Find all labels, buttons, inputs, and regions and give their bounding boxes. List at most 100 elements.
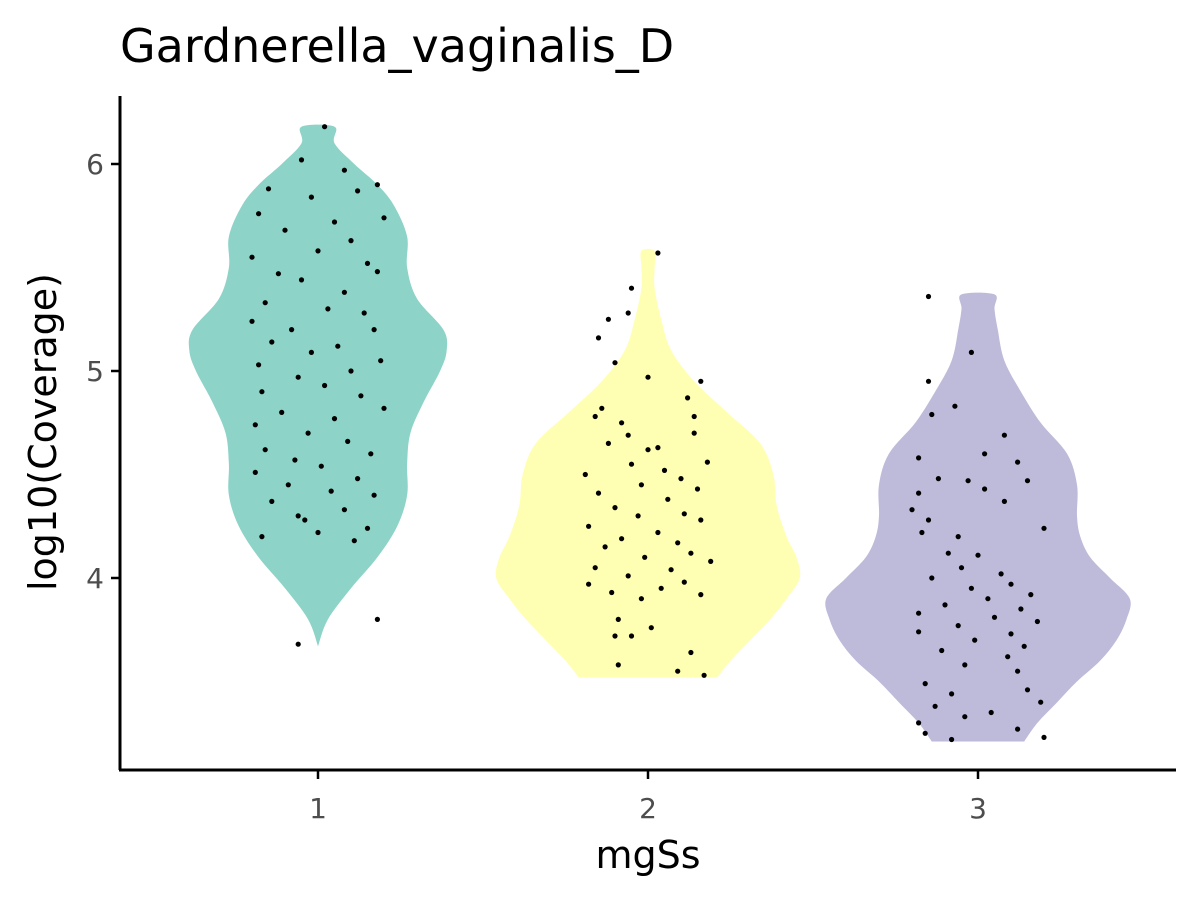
data-point: [922, 730, 928, 736]
data-point: [612, 505, 618, 511]
data-point: [595, 335, 602, 341]
data-point: [638, 482, 645, 488]
data-point: [675, 668, 681, 674]
data-point: [612, 360, 618, 366]
data-point: [985, 596, 991, 602]
data-point: [1038, 699, 1044, 705]
data-point: [638, 596, 645, 602]
data-point: [635, 513, 641, 519]
data-point: [252, 422, 258, 428]
x-axis-title: mgSs: [595, 833, 700, 877]
data-point: [605, 440, 612, 446]
data-point: [315, 529, 321, 536]
data-point: [916, 610, 922, 616]
data-point: [295, 374, 301, 380]
data-point: [968, 349, 975, 355]
data-point: [348, 238, 354, 244]
data-point: [289, 327, 295, 333]
data-point: [925, 293, 932, 300]
data-point: [305, 430, 311, 436]
data-point: [704, 459, 711, 465]
data-point: [625, 432, 631, 438]
data-point: [358, 393, 364, 399]
data-point: [302, 517, 308, 523]
data-point: [381, 215, 387, 221]
data-point: [1041, 525, 1047, 531]
y-tick-label: 5: [86, 355, 104, 388]
data-point: [262, 447, 268, 453]
data-point: [295, 641, 301, 647]
data-point: [265, 186, 272, 192]
data-point: [1015, 459, 1021, 465]
x-tick-label: 1: [309, 792, 327, 825]
data-point: [364, 260, 371, 266]
data-point: [381, 405, 387, 411]
data-point: [615, 616, 621, 623]
y-tick-label: 6: [86, 148, 104, 181]
data-point: [691, 413, 697, 420]
data-point: [675, 540, 681, 546]
data-point: [988, 709, 994, 716]
data-point: [612, 633, 618, 639]
data-point: [256, 362, 262, 368]
data-point: [335, 343, 341, 349]
data-point: [982, 486, 988, 492]
data-point: [628, 633, 635, 639]
data-point: [698, 592, 704, 598]
data-point: [691, 430, 697, 436]
data-point: [351, 538, 357, 544]
data-point: [298, 277, 305, 283]
data-point: [262, 300, 268, 306]
data-point: [341, 167, 347, 173]
data-point: [945, 550, 951, 556]
data-point: [991, 614, 998, 620]
data-point: [645, 447, 651, 453]
data-point: [322, 382, 328, 389]
x-tick-label: 3: [969, 792, 987, 825]
data-point: [364, 525, 371, 531]
data-point: [1005, 654, 1011, 660]
data-point: [698, 378, 704, 384]
y-ticks: 4 5 6: [86, 148, 120, 595]
data-point: [1008, 581, 1014, 587]
points-layer: [249, 124, 1047, 743]
data-point: [916, 490, 922, 496]
violin-1: [188, 124, 448, 647]
data-point: [275, 271, 281, 277]
data-point: [1028, 592, 1034, 598]
data-point: [708, 558, 714, 565]
data-point: [665, 496, 671, 502]
data-point: [942, 602, 948, 608]
violins-layer: [188, 124, 1131, 742]
data-point: [599, 405, 605, 411]
data-point: [668, 567, 674, 573]
data-point: [975, 552, 981, 558]
data-point: [982, 451, 988, 457]
data-point: [615, 662, 621, 668]
x-ticks: 1 2 3: [309, 770, 987, 825]
data-point: [955, 623, 961, 629]
data-point: [962, 662, 968, 668]
data-point: [685, 395, 691, 401]
data-point: [269, 339, 275, 345]
data-point: [602, 544, 608, 550]
data-point: [681, 579, 687, 585]
data-point: [628, 285, 635, 291]
data-point: [645, 374, 651, 380]
data-point: [628, 461, 635, 467]
data-point: [1024, 478, 1031, 484]
data-point: [688, 649, 694, 656]
data-point: [955, 534, 961, 540]
data-point: [371, 492, 377, 498]
data-point: [328, 488, 334, 494]
data-point: [1034, 618, 1040, 625]
y-tick-label: 4: [86, 562, 104, 595]
data-point: [909, 507, 915, 513]
data-point: [949, 736, 955, 743]
data-point: [619, 420, 625, 426]
data-point: [998, 571, 1004, 577]
data-point: [374, 269, 380, 275]
data-point: [661, 467, 668, 473]
data-point: [701, 672, 707, 678]
data-point: [592, 413, 598, 420]
